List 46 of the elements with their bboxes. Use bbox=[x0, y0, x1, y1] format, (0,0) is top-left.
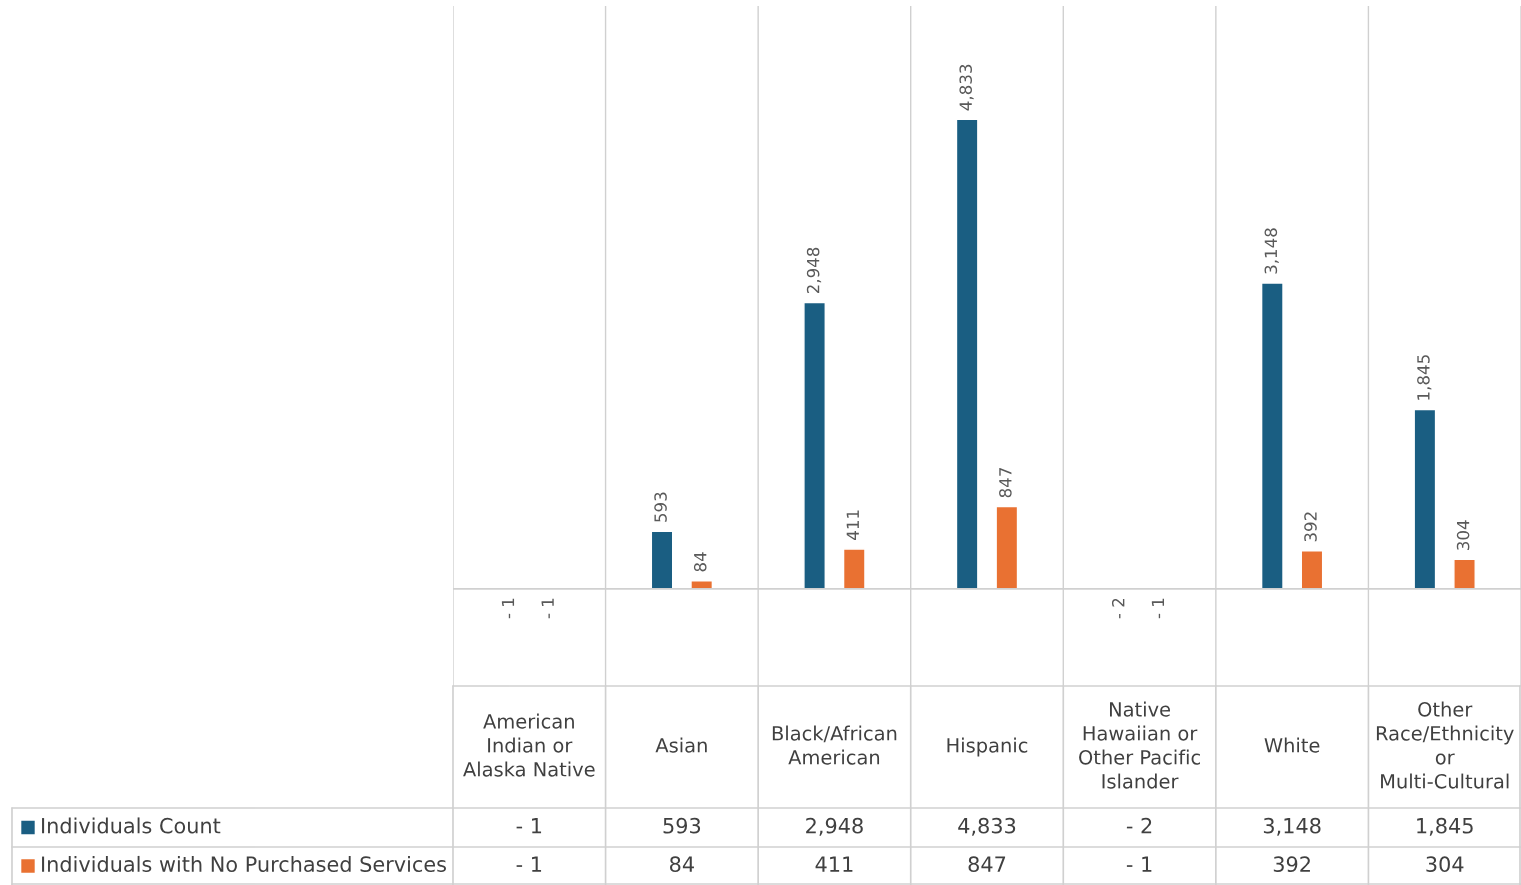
data-label: 593 bbox=[663, 817, 701, 834]
text: 3,148 bbox=[1264, 228, 1279, 274]
bar bbox=[1413, 408, 1437, 590]
x-tick-label: Native Hawaiian or Other Pacific Islander bbox=[1079, 701, 1200, 789]
bar bbox=[1300, 550, 1324, 590]
text: 4,833 bbox=[959, 64, 974, 111]
bar bbox=[803, 301, 826, 590]
text: - 2 bbox=[1111, 598, 1125, 619]
legend-label: Individuals with No Purchased Services bbox=[42, 855, 446, 873]
x-tick-label: Asian bbox=[655, 737, 707, 753]
text: 593 bbox=[654, 492, 667, 522]
text: 304 bbox=[1456, 520, 1470, 550]
data-label: - 1 bbox=[516, 818, 542, 834]
data-label: 3,148 bbox=[1263, 817, 1321, 836]
bar bbox=[1453, 558, 1476, 590]
data-label: - 1 bbox=[1126, 856, 1152, 872]
data-label: 2,948 bbox=[806, 817, 863, 836]
x-tick-label: White bbox=[1264, 737, 1320, 753]
data-label: 84 bbox=[670, 856, 694, 873]
text: 84 bbox=[693, 552, 707, 572]
data-label: 1,845 bbox=[1417, 817, 1473, 836]
x-tick-label: American Indian or Alaska Native bbox=[463, 713, 595, 777]
text: 1,845 bbox=[1417, 355, 1432, 400]
text: 411 bbox=[846, 510, 859, 540]
text: - 1 bbox=[541, 598, 554, 619]
bar bbox=[955, 118, 979, 590]
bar bbox=[650, 530, 674, 590]
text: 847 bbox=[999, 468, 1012, 498]
data-label: 392 bbox=[1273, 856, 1310, 873]
data-label: 411 bbox=[815, 856, 853, 872]
text: - 1 bbox=[501, 598, 515, 619]
bar bbox=[842, 548, 866, 590]
data-label: 4,833 bbox=[958, 817, 1016, 836]
data-label: - 1 bbox=[516, 856, 542, 872]
text: 392 bbox=[1304, 512, 1317, 542]
text: - 1 bbox=[1151, 598, 1164, 619]
legend-label: Individuals Count bbox=[42, 817, 221, 834]
bar bbox=[995, 505, 1019, 590]
data-label: - 2 bbox=[1126, 817, 1152, 834]
x-tick-label: Black/African American bbox=[772, 725, 897, 765]
x-tick-label: Hispanic bbox=[947, 737, 1028, 757]
data-label: 304 bbox=[1426, 856, 1464, 873]
x-tick-label: Other Race/Ethnicity or Multi-Cultural bbox=[1376, 701, 1514, 789]
data-label: 847 bbox=[968, 856, 1006, 873]
text: 2,948 bbox=[806, 247, 822, 294]
bar bbox=[1260, 282, 1284, 590]
